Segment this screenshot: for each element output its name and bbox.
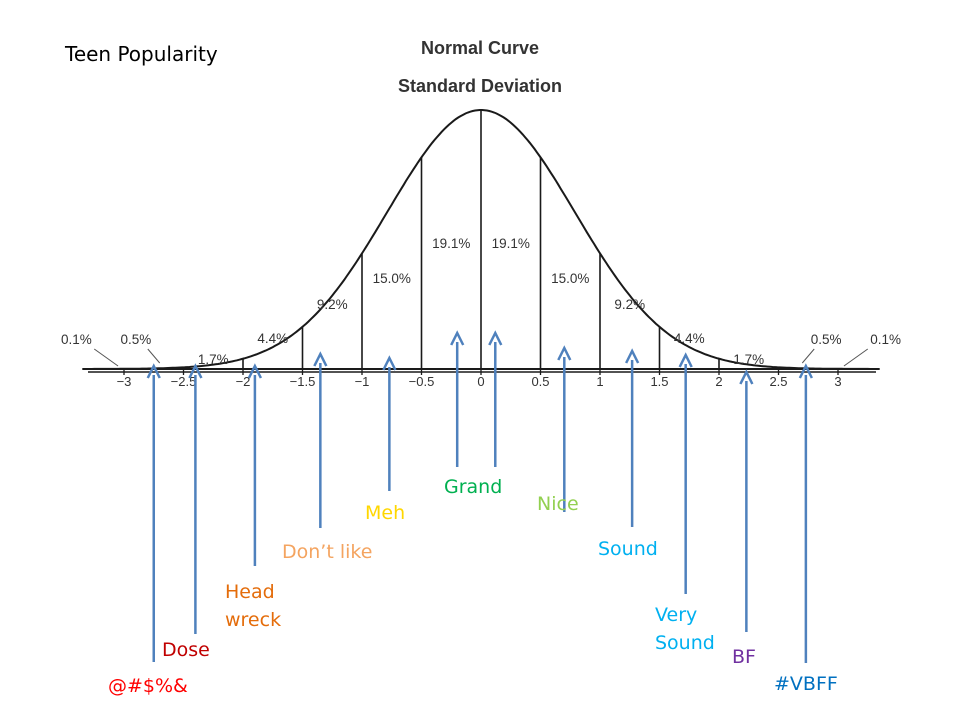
annotation-label: Very Sound bbox=[655, 604, 715, 654]
leader-line bbox=[843, 348, 869, 367]
percent-label: 0.1% bbox=[61, 332, 92, 347]
side-title: Teen Popularity bbox=[65, 42, 218, 66]
annotation-label: Dose bbox=[162, 639, 210, 661]
chart-subtitle: Standard Deviation bbox=[398, 76, 562, 96]
x-tick-label: −2 bbox=[236, 374, 251, 389]
annotation-arrowhead bbox=[625, 348, 640, 364]
annotation-arrowhead bbox=[557, 345, 572, 361]
percent-label: 9.2% bbox=[614, 297, 645, 312]
x-tick-label: 0 bbox=[477, 374, 484, 389]
percent-label: 19.1% bbox=[492, 236, 530, 251]
percent-label: 1.7% bbox=[733, 352, 764, 367]
annotation-label: Nice bbox=[537, 493, 579, 515]
x-tick-label: 2 bbox=[715, 374, 722, 389]
percent-label: 15.0% bbox=[373, 271, 411, 286]
x-tick-label: −2.5 bbox=[171, 374, 197, 389]
annotation-arrowhead bbox=[488, 330, 503, 346]
annotation-label: BF bbox=[732, 646, 756, 668]
annotation-label: @#$%& bbox=[108, 675, 188, 697]
percent-label: 0.1% bbox=[870, 332, 901, 347]
annotation-label: Meh bbox=[365, 502, 406, 524]
x-tick-label: 2.5 bbox=[769, 374, 787, 389]
annotation-arrowhead bbox=[798, 363, 813, 379]
percent-label: 4.4% bbox=[257, 331, 288, 346]
x-tick-label: −1 bbox=[355, 374, 370, 389]
x-tick-label: 0.5 bbox=[531, 374, 549, 389]
annotation-label: Grand bbox=[444, 476, 503, 498]
annotation-arrowhead bbox=[313, 351, 328, 367]
annotation-arrowhead bbox=[739, 369, 754, 385]
x-tick-label: −0.5 bbox=[409, 374, 435, 389]
annotation-arrowhead bbox=[382, 355, 397, 371]
leader-line bbox=[147, 348, 161, 364]
percent-label: 1.7% bbox=[198, 352, 229, 367]
percent-label: 0.5% bbox=[811, 332, 842, 347]
annotation-label: Don’t like bbox=[282, 541, 373, 563]
annotation-arrowhead bbox=[450, 330, 465, 346]
annotation-label: Sound bbox=[598, 538, 658, 560]
leader-line bbox=[801, 348, 815, 364]
x-tick-label: 1.5 bbox=[650, 374, 668, 389]
annotation-arrowhead bbox=[678, 352, 693, 368]
x-tick-label: −3 bbox=[117, 374, 132, 389]
annotation-label: Head wreck bbox=[225, 581, 282, 631]
percent-label: 0.5% bbox=[121, 332, 152, 347]
x-tick-label: −1.5 bbox=[290, 374, 316, 389]
x-tick-label: 1 bbox=[596, 374, 603, 389]
annotation-arrowhead bbox=[146, 363, 161, 379]
percent-label: 19.1% bbox=[432, 236, 470, 251]
x-tick-label: 3 bbox=[834, 374, 841, 389]
annotation-label: #VBFF bbox=[774, 673, 838, 695]
percent-label: 15.0% bbox=[551, 271, 589, 286]
leader-line bbox=[93, 348, 119, 367]
percent-label: 4.4% bbox=[674, 331, 705, 346]
annotation-arrowhead bbox=[188, 363, 203, 379]
percent-label: 9.2% bbox=[317, 297, 348, 312]
annotation-arrowhead bbox=[247, 363, 263, 379]
chart-title: Normal Curve bbox=[421, 38, 539, 58]
